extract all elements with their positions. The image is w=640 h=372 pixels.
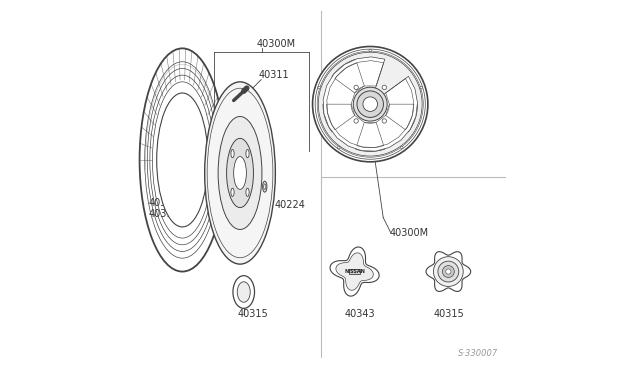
Circle shape [445, 269, 451, 274]
Text: 40224: 40224 [275, 200, 305, 210]
Ellipse shape [237, 282, 250, 302]
Circle shape [363, 97, 378, 112]
Circle shape [369, 49, 371, 52]
Circle shape [382, 85, 387, 90]
Circle shape [357, 91, 383, 118]
Polygon shape [356, 119, 385, 151]
Text: 40312M: 40312M [148, 208, 188, 218]
FancyBboxPatch shape [349, 269, 360, 274]
Polygon shape [383, 104, 417, 132]
Polygon shape [332, 59, 365, 94]
Ellipse shape [234, 157, 246, 189]
Ellipse shape [233, 276, 255, 308]
Circle shape [433, 257, 463, 286]
Ellipse shape [264, 184, 266, 189]
Ellipse shape [205, 82, 275, 264]
Circle shape [401, 146, 403, 149]
Circle shape [442, 266, 454, 278]
Circle shape [354, 85, 358, 90]
Polygon shape [336, 253, 373, 290]
Circle shape [318, 86, 321, 89]
Ellipse shape [157, 93, 208, 227]
Ellipse shape [246, 188, 249, 196]
Text: NISSAN: NISSAN [344, 269, 365, 274]
Ellipse shape [140, 48, 225, 272]
Circle shape [420, 86, 422, 89]
Text: 40315: 40315 [434, 309, 465, 319]
Polygon shape [426, 252, 470, 291]
Ellipse shape [227, 138, 253, 208]
Circle shape [353, 87, 387, 121]
Circle shape [337, 146, 340, 149]
Polygon shape [323, 104, 357, 132]
Circle shape [312, 46, 428, 162]
Ellipse shape [231, 188, 234, 196]
Circle shape [318, 52, 422, 156]
Ellipse shape [231, 150, 234, 158]
Text: 40312: 40312 [148, 198, 179, 208]
Text: 40311: 40311 [259, 70, 289, 80]
Ellipse shape [218, 116, 262, 230]
Polygon shape [330, 247, 379, 296]
Text: 40300M: 40300M [389, 228, 428, 238]
Circle shape [382, 119, 387, 123]
Ellipse shape [246, 150, 249, 158]
Circle shape [354, 119, 358, 123]
Polygon shape [323, 57, 417, 151]
Circle shape [438, 261, 459, 282]
Text: 40300M: 40300M [257, 38, 296, 48]
Text: S·330007: S·330007 [458, 349, 498, 358]
Text: 40343: 40343 [344, 309, 375, 319]
Ellipse shape [262, 181, 267, 192]
Text: 40315: 40315 [237, 309, 268, 319]
